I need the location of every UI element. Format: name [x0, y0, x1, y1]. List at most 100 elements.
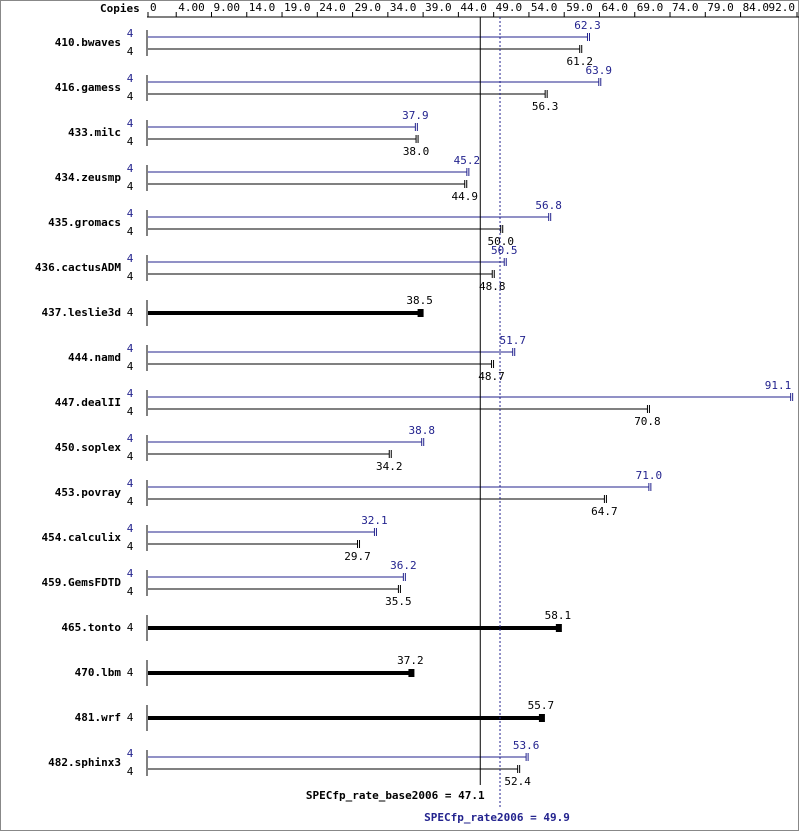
- benchmark-name: 416.gamess: [55, 81, 121, 94]
- benchmark-name: 447.dealII: [55, 396, 121, 409]
- bar: [148, 90, 548, 98]
- value-label: 62.3: [574, 19, 601, 32]
- bar: [148, 438, 425, 446]
- value-label: 37.9: [402, 109, 429, 122]
- x-tick-label: 74.0: [672, 1, 699, 14]
- bar: [148, 45, 583, 53]
- x-tick-label: 0: [150, 1, 157, 14]
- value-label: 37.2: [397, 654, 424, 667]
- x-tick-label: 39.0: [425, 1, 452, 14]
- bar: [148, 573, 406, 581]
- copies: 4: [127, 225, 134, 238]
- value-label: 38.8: [408, 424, 435, 437]
- copies: 4: [127, 45, 134, 58]
- value-label: 48.7: [478, 370, 505, 383]
- bar: [148, 309, 424, 317]
- copies: 4: [127, 540, 134, 553]
- copies: 4: [127, 135, 134, 148]
- x-tick-label: 79.0: [707, 1, 734, 14]
- value-label: 50.0: [487, 235, 514, 248]
- value-label: 55.7: [528, 699, 555, 712]
- copies: 4: [127, 711, 134, 724]
- copies: 4: [127, 306, 134, 319]
- benchmark-name: 444.namd: [68, 351, 121, 364]
- bar: [148, 753, 529, 761]
- value-label: 48.8: [479, 280, 506, 293]
- benchmark-name: 459.GemsFDTD: [42, 576, 122, 589]
- copies: 4: [127, 387, 134, 400]
- value-label: 56.3: [532, 100, 559, 113]
- value-label: 32.1: [361, 514, 388, 527]
- benchmark-name: 465.tonto: [61, 621, 121, 634]
- value-label: 64.7: [591, 505, 618, 518]
- copies: 4: [127, 27, 134, 40]
- x-tick-label: 29.0: [355, 1, 382, 14]
- copies: 4: [127, 450, 134, 463]
- copies: 4: [127, 477, 134, 490]
- benchmark-name: 482.sphinx3: [48, 756, 121, 769]
- bar: [148, 213, 552, 221]
- copies: 4: [127, 567, 134, 580]
- copies: 4: [127, 90, 134, 103]
- copies: 4: [127, 432, 134, 445]
- benchmark-name: 454.calculix: [42, 531, 122, 544]
- benchmark-name: 435.gromacs: [48, 216, 121, 229]
- bar: [148, 168, 470, 176]
- benchmark-name: 437.leslie3d: [42, 306, 121, 319]
- x-tick-label: 84.0: [743, 1, 770, 14]
- copies: 4: [127, 405, 134, 418]
- value-label: 29.7: [344, 550, 371, 563]
- benchmark-name: 410.bwaves: [55, 36, 121, 49]
- copies: 4: [127, 270, 134, 283]
- value-label: 71.0: [636, 469, 663, 482]
- benchmark-name: 436.cactusADM: [35, 261, 121, 274]
- value-label: 36.2: [390, 559, 417, 572]
- value-label: 45.2: [454, 154, 481, 167]
- bar: [148, 528, 377, 536]
- benchmark-name: 453.povray: [55, 486, 122, 499]
- x-tick-label: 34.0: [390, 1, 417, 14]
- copies: 4: [127, 522, 134, 535]
- bar: [148, 669, 415, 677]
- value-label: 52.4: [504, 775, 531, 788]
- x-tick-label: 24.0: [319, 1, 346, 14]
- value-label: 63.9: [586, 64, 613, 77]
- bar: [148, 270, 495, 278]
- bar: [148, 483, 652, 491]
- value-label: 50.5: [491, 244, 518, 257]
- value-label: 44.9: [451, 190, 478, 203]
- x-tick-label: 49.0: [496, 1, 523, 14]
- copies: 4: [127, 342, 134, 355]
- bar: [148, 135, 419, 143]
- benchmark-name: 450.soplex: [55, 441, 122, 454]
- value-label: 51.7: [499, 334, 526, 347]
- bar: [148, 123, 418, 131]
- bar: [148, 180, 468, 188]
- bar: [148, 33, 590, 41]
- x-tick-label: 14.0: [249, 1, 276, 14]
- copies: 4: [127, 666, 134, 679]
- x-tick-label: 64.0: [601, 1, 628, 14]
- copies: 4: [127, 117, 134, 130]
- value-label: 91.1: [765, 379, 792, 392]
- copies: 4: [127, 162, 134, 175]
- x-tick-label: 9.00: [213, 1, 240, 14]
- bar: [148, 624, 562, 632]
- x-tick-label: 19.0: [284, 1, 311, 14]
- value-label: 35.5: [385, 595, 412, 608]
- mean-label: SPECfp_rate2006 = 49.9: [424, 811, 570, 824]
- benchmark-name: 433.milc: [68, 126, 121, 139]
- x-tick-label: 92.0: [769, 1, 796, 14]
- bar: [148, 495, 607, 503]
- value-label: 38.0: [403, 145, 430, 158]
- bar: [148, 225, 504, 233]
- bar: [148, 765, 521, 773]
- value-label: 38.5: [406, 294, 433, 307]
- x-tick-label: 59.0: [566, 1, 593, 14]
- x-tick-label: 4.00: [178, 1, 205, 14]
- bar: [148, 393, 794, 401]
- x-tick-label: 44.0: [460, 1, 487, 14]
- bar: [148, 360, 495, 368]
